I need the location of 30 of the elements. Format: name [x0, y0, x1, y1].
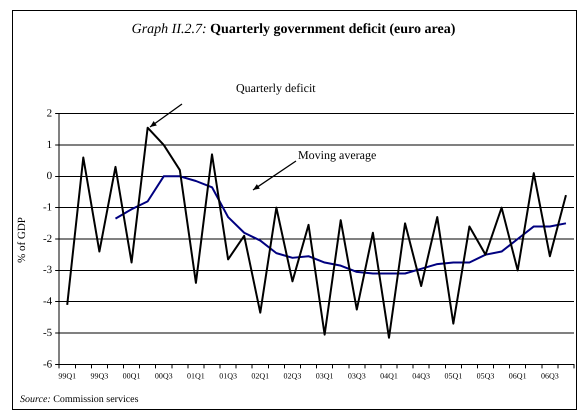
- x-tick-label: 05Q3: [476, 371, 494, 380]
- x-tick-label: 02Q1: [251, 371, 270, 380]
- x-tick-label: 00Q3: [154, 371, 173, 380]
- y-tick-label: -3: [42, 264, 53, 276]
- y-tick-label: -5: [42, 326, 53, 339]
- x-tick-label: 06Q3: [540, 371, 559, 380]
- source-note: Source: Commission services: [20, 394, 139, 405]
- x-tick-label: 00Q1: [122, 371, 140, 380]
- x-tick-label: 04Q3: [412, 371, 430, 380]
- y-tick-label: -4: [42, 296, 53, 308]
- x-tick-label: 01Q3: [219, 371, 237, 380]
- y-tick-label: -6: [42, 358, 53, 370]
- y-tick-label: -1: [42, 202, 52, 214]
- y-tick-label: 2: [46, 107, 52, 120]
- annotation: Moving average: [298, 148, 376, 163]
- x-tick-label: 06Q1: [508, 371, 527, 380]
- x-tick-label: 02Q3: [284, 371, 302, 380]
- y-tick-label: -2: [42, 232, 52, 245]
- y-tick-label: 0: [46, 170, 53, 182]
- text: Quarterly deficit: [236, 81, 316, 96]
- y-tick-label: 1: [46, 138, 52, 151]
- chart-title: Graph II.2.7: Quarterly government deficit (euro area): [132, 22, 456, 37]
- x-tick-label: 99Q3: [90, 371, 108, 380]
- x-tick-label: 04Q1: [380, 371, 398, 380]
- x-tick-label: 01Q1: [187, 371, 205, 380]
- x-tick-label: 03Q3: [348, 371, 366, 380]
- x-tick-label: 99Q1: [58, 371, 76, 380]
- x-tick-label: 03Q1: [316, 371, 334, 380]
- y-axis-title: % of GDP: [16, 217, 28, 263]
- x-tick-label: 05Q1: [444, 371, 462, 380]
